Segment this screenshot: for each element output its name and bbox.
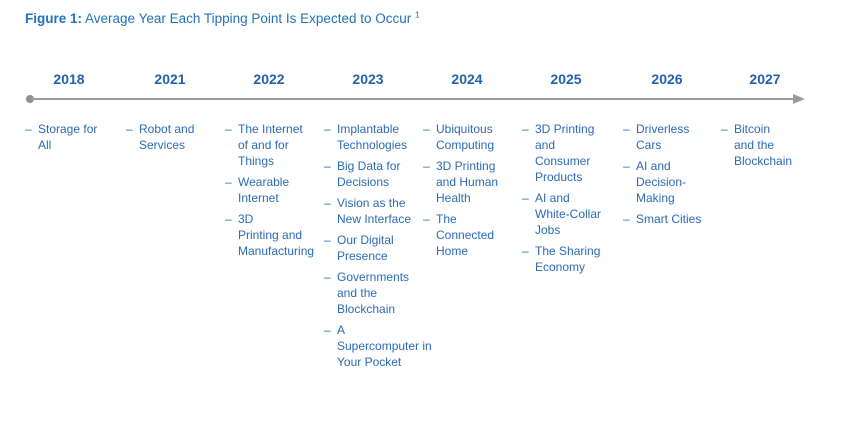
year-label: 2027 [749, 71, 781, 87]
timeline-axis-line [30, 98, 794, 100]
tipping-point-item: – Implantable Technologies [324, 121, 420, 153]
tipping-point-label: Vision as the New Interface [337, 196, 412, 226]
timeline-column-2026: 2026 – Driverless Cars – AI and Decision- M… [623, 70, 719, 232]
dash-bullet: – [324, 270, 331, 284]
tipping-point-list: – Ubiquitous Computing –3D Printing and Hu… [423, 121, 519, 259]
dash-bullet: – [423, 159, 430, 173]
dash-bullet: – [623, 212, 630, 226]
tipping-point-label: Robot and Services [139, 122, 195, 152]
timeline-column-2027: 2027 – Bitcoin and the Blockchain [721, 70, 817, 174]
tipping-point-label: The Internet of and for Things [238, 122, 303, 168]
tipping-point-label: Governments and the Blockchain [337, 270, 410, 316]
year-label: 2023 [352, 71, 384, 87]
timeline-column-2024: 2024 – Ubiquitous Computing –3D Printing a… [423, 70, 519, 264]
figure-title-text: Average Year Each Tipping Point Is Expec… [82, 11, 415, 26]
dash-bullet: – [225, 212, 232, 226]
tipping-point-label: 3D Printing and Human Health [436, 159, 499, 205]
tipping-point-item: –3D Printing and Manufacturing [225, 211, 321, 259]
tipping-point-label: 3D Printing and Consumer Products [535, 122, 595, 184]
tipping-point-item: – Big Data for Decisions [324, 158, 420, 190]
tipping-point-item: – A Supercomputer in Your Pocket [324, 322, 432, 370]
timeline-column-2023: 2023 – Implantable Technologies – Big Data … [324, 70, 432, 375]
tipping-point-item: – Storage for All [25, 121, 121, 153]
tipping-point-item: – Vision as the New Interface [324, 195, 420, 227]
dash-bullet: – [324, 196, 331, 210]
tipping-point-item: –3D Printing and Human Health [423, 158, 519, 206]
figure-title-prefix: Figure 1: [25, 11, 83, 26]
tipping-point-item: – Our Digital Presence [324, 232, 420, 264]
tipping-point-item: – Driverless Cars [623, 121, 719, 153]
tipping-point-label: Implantable Technologies [337, 122, 408, 152]
tipping-point-list: – The Internet of and for Things – Wearable… [225, 121, 321, 259]
year-label: 2021 [154, 71, 186, 87]
dash-bullet: – [522, 244, 529, 258]
tipping-point-label: Bitcoin and the Blockchain [734, 122, 793, 168]
dash-bullet: – [423, 122, 430, 136]
tipping-point-label: Driverless Cars [636, 122, 690, 152]
tipping-point-list: –3D Printing and Consumer Products – AI an… [522, 121, 618, 275]
tipping-point-list: – Storage for All [25, 121, 121, 153]
year-label: 2024 [451, 71, 483, 87]
tipping-point-list: – Implantable Technologies – Big Data for D… [324, 121, 432, 370]
footnote-marker: 1 [414, 9, 420, 20]
year-label: 2022 [253, 71, 285, 87]
tipping-point-list: – Bitcoin and the Blockchain [721, 121, 817, 169]
tipping-point-label: Our Digital Presence [337, 233, 394, 263]
tipping-point-item: – Robot and Services [126, 121, 222, 153]
tipping-point-item: – AI and Decision- Making [623, 158, 719, 206]
tipping-point-item: – Smart Cities [623, 211, 719, 227]
tipping-point-label: The Sharing Economy [535, 244, 601, 274]
timeline-column-2018: 2018 – Storage for All [25, 70, 121, 158]
tipping-point-item: – Governments and the Blockchain [324, 269, 420, 317]
dash-bullet: – [324, 323, 331, 337]
tipping-point-list: – Driverless Cars – AI and Decision- Making… [623, 121, 719, 227]
tipping-point-label: Storage for All [38, 122, 98, 152]
timeline-column-2021: 2021 – Robot and Services [126, 70, 222, 158]
timeline-arrowhead-icon [793, 94, 805, 104]
year-label: 2018 [53, 71, 85, 87]
tipping-point-label: Wearable Internet [238, 175, 290, 205]
dash-bullet: – [721, 122, 728, 136]
tipping-point-label: The Connected Home [436, 212, 495, 258]
dash-bullet: – [126, 122, 133, 136]
dash-bullet: – [623, 122, 630, 136]
dash-bullet: – [225, 175, 232, 189]
dash-bullet: – [522, 191, 529, 205]
tipping-point-item: – Wearable Internet [225, 174, 321, 206]
tipping-point-label: AI and White-Collar Jobs [535, 191, 602, 237]
dash-bullet: – [324, 233, 331, 247]
tipping-point-item: –3D Printing and Consumer Products [522, 121, 618, 185]
tipping-point-label: Ubiquitous Computing [436, 122, 495, 152]
tipping-point-item: – The Internet of and for Things [225, 121, 321, 169]
dash-bullet: – [324, 122, 331, 136]
tipping-point-label: AI and Decision- Making [636, 159, 687, 205]
dash-bullet: – [225, 122, 232, 136]
tipping-point-label: Big Data for Decisions [337, 159, 401, 189]
tipping-point-label: A Supercomputer in Your Pocket [337, 323, 432, 369]
tipping-point-item: – Ubiquitous Computing [423, 121, 519, 153]
timeline-column-2022: 2022 – The Internet of and for Things – Wea… [225, 70, 321, 264]
tipping-point-label: Smart Cities [636, 212, 702, 226]
tipping-point-item: – The Sharing Economy [522, 243, 618, 275]
dash-bullet: – [623, 159, 630, 173]
figure-title: Figure 1: Average Year Each Tipping Poin… [25, 10, 420, 27]
tipping-point-list: – Robot and Services [126, 121, 222, 153]
tipping-point-item: – The Connected Home [423, 211, 519, 259]
dash-bullet: – [423, 212, 430, 226]
dash-bullet: – [324, 159, 331, 173]
timeline-column-2025: 2025 –3D Printing and Consumer Products –… [522, 70, 618, 280]
tipping-point-item: – Bitcoin and the Blockchain [721, 121, 817, 169]
year-label: 2025 [550, 71, 582, 87]
tipping-point-item: – AI and White-Collar Jobs [522, 190, 618, 238]
dash-bullet: – [522, 122, 529, 136]
tipping-point-label: 3D Printing and Manufacturing [238, 212, 315, 258]
dash-bullet: – [25, 122, 32, 136]
year-label: 2026 [651, 71, 683, 87]
